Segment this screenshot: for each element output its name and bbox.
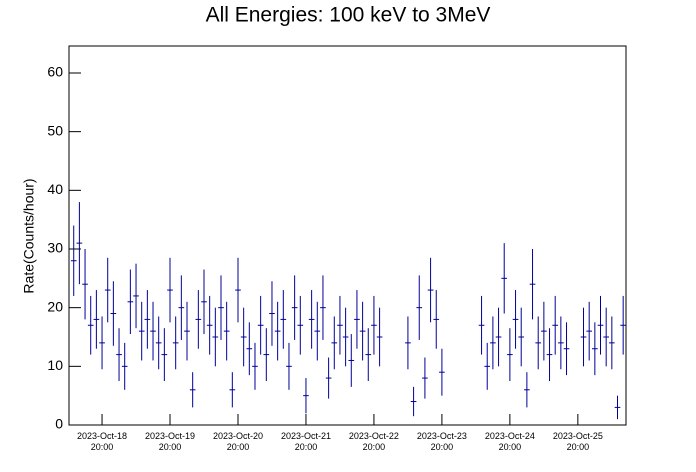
- y-tick-label: 50: [47, 122, 63, 138]
- y-tick-label: 20: [47, 298, 63, 314]
- x-tick-label: 2023-Oct-23 20:00: [416, 431, 467, 452]
- y-tick-label: 40: [47, 181, 63, 197]
- chart-title: All Energies: 100 keV to 3MeV: [206, 4, 491, 27]
- x-tick-label: 2023-Oct-21 20:00: [280, 431, 331, 452]
- x-tick-label: 2023-Oct-25 20:00: [552, 431, 603, 452]
- x-tick-label: 2023-Oct-20 20:00: [212, 431, 263, 452]
- y-tick-label: 0: [55, 416, 63, 432]
- x-tick-label: 2023-Oct-18 20:00: [77, 431, 128, 452]
- plot-frame: [68, 45, 627, 426]
- y-tick-label: 60: [47, 64, 63, 80]
- y-tick-label: 30: [47, 240, 63, 256]
- data-points: [70, 202, 626, 420]
- x-tick-label: 2023-Oct-19 20:00: [144, 431, 196, 452]
- y-tick-label: 10: [47, 357, 63, 373]
- x-tick-label: 2023-Oct-24 20:00: [484, 431, 535, 452]
- y-axis-label: Rate(Counts/hour): [21, 178, 37, 293]
- x-tick-label: 2023-Oct-22 20:00: [348, 431, 399, 452]
